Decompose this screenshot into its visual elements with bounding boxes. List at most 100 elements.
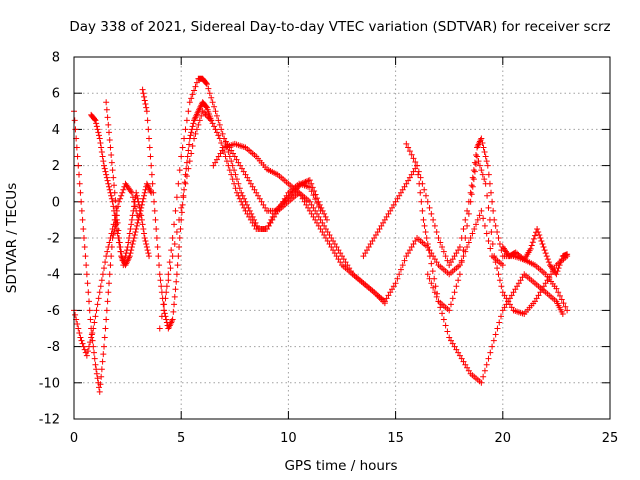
data-point (203, 80, 210, 87)
data-point (219, 130, 226, 137)
data-point (510, 289, 517, 296)
data-point (362, 250, 369, 257)
data-point (422, 228, 429, 235)
data-point (134, 219, 141, 226)
data-point (265, 222, 272, 229)
data-point (535, 292, 542, 299)
data-point (173, 194, 180, 201)
data-point (564, 307, 571, 314)
data-point (342, 259, 349, 266)
data-point (464, 244, 471, 251)
data-point (184, 153, 191, 160)
data-point (185, 147, 192, 154)
data-point (494, 228, 501, 235)
data-point (418, 198, 425, 205)
data-point (319, 228, 326, 235)
data-point (321, 222, 328, 229)
data-point (226, 144, 233, 151)
data-point (76, 171, 83, 178)
data-point (89, 330, 96, 337)
data-point (496, 277, 503, 284)
data-point (104, 177, 111, 184)
data-point (226, 167, 233, 174)
data-point (482, 153, 489, 160)
data-point (156, 262, 163, 269)
data-point (412, 165, 419, 172)
data-point (77, 334, 84, 341)
data-point (331, 250, 338, 257)
data-point (235, 192, 242, 199)
data-point (556, 262, 563, 269)
data-point (211, 103, 218, 110)
data-point (229, 176, 236, 183)
data-point (228, 147, 235, 154)
data-point (93, 120, 100, 127)
data-point (115, 227, 122, 234)
data-point (541, 247, 548, 254)
data-point (406, 174, 413, 181)
data-point (208, 117, 215, 124)
data-point (433, 259, 440, 266)
data-point (483, 230, 490, 237)
data-point (136, 201, 143, 208)
data-point (107, 262, 114, 269)
data-point (360, 253, 367, 260)
data-point (198, 112, 205, 119)
data-point (431, 222, 438, 229)
data-point (470, 167, 477, 174)
data-point (106, 271, 113, 278)
data-point (146, 253, 153, 260)
data-point (218, 126, 225, 133)
data-point (209, 99, 216, 106)
data-point (464, 207, 471, 214)
data-point (371, 235, 378, 241)
data-point (557, 259, 564, 266)
data-point (488, 228, 495, 235)
data-point (172, 207, 179, 214)
data-point (471, 225, 478, 232)
data-point (84, 280, 91, 287)
series-sat-b (71, 180, 142, 359)
data-point (460, 225, 467, 232)
data-point (157, 277, 164, 284)
data-point (108, 192, 115, 199)
data-point (564, 251, 571, 258)
data-point (471, 159, 478, 166)
data-point (470, 176, 477, 183)
data-point (191, 135, 198, 142)
data-point (562, 303, 569, 310)
data-point (453, 250, 460, 257)
data-point (399, 186, 406, 193)
data-point (215, 117, 222, 124)
data-point (103, 171, 110, 178)
data-point (106, 186, 113, 193)
data-point (543, 253, 550, 260)
data-point (114, 230, 121, 237)
data-points (71, 75, 571, 395)
data-point (153, 225, 160, 232)
data-point (133, 222, 140, 229)
data-point (185, 165, 192, 172)
data-point (215, 153, 222, 160)
series-sat-a (71, 108, 120, 395)
data-point (539, 286, 546, 293)
data-point (444, 328, 451, 335)
data-point (165, 277, 172, 284)
data-point (430, 284, 437, 291)
data-point (426, 253, 433, 260)
data-point (222, 138, 229, 145)
data-point (346, 265, 353, 272)
data-point (548, 271, 555, 278)
data-point (372, 231, 379, 238)
data-point (108, 230, 115, 237)
data-point (106, 136, 113, 143)
data-point (161, 307, 168, 314)
data-point (335, 256, 342, 263)
data-point (465, 210, 472, 217)
data-point (123, 250, 130, 257)
data-point (79, 340, 86, 347)
data-point (108, 195, 115, 202)
data-point (333, 253, 340, 260)
data-point (83, 271, 90, 278)
data-point (488, 189, 495, 196)
